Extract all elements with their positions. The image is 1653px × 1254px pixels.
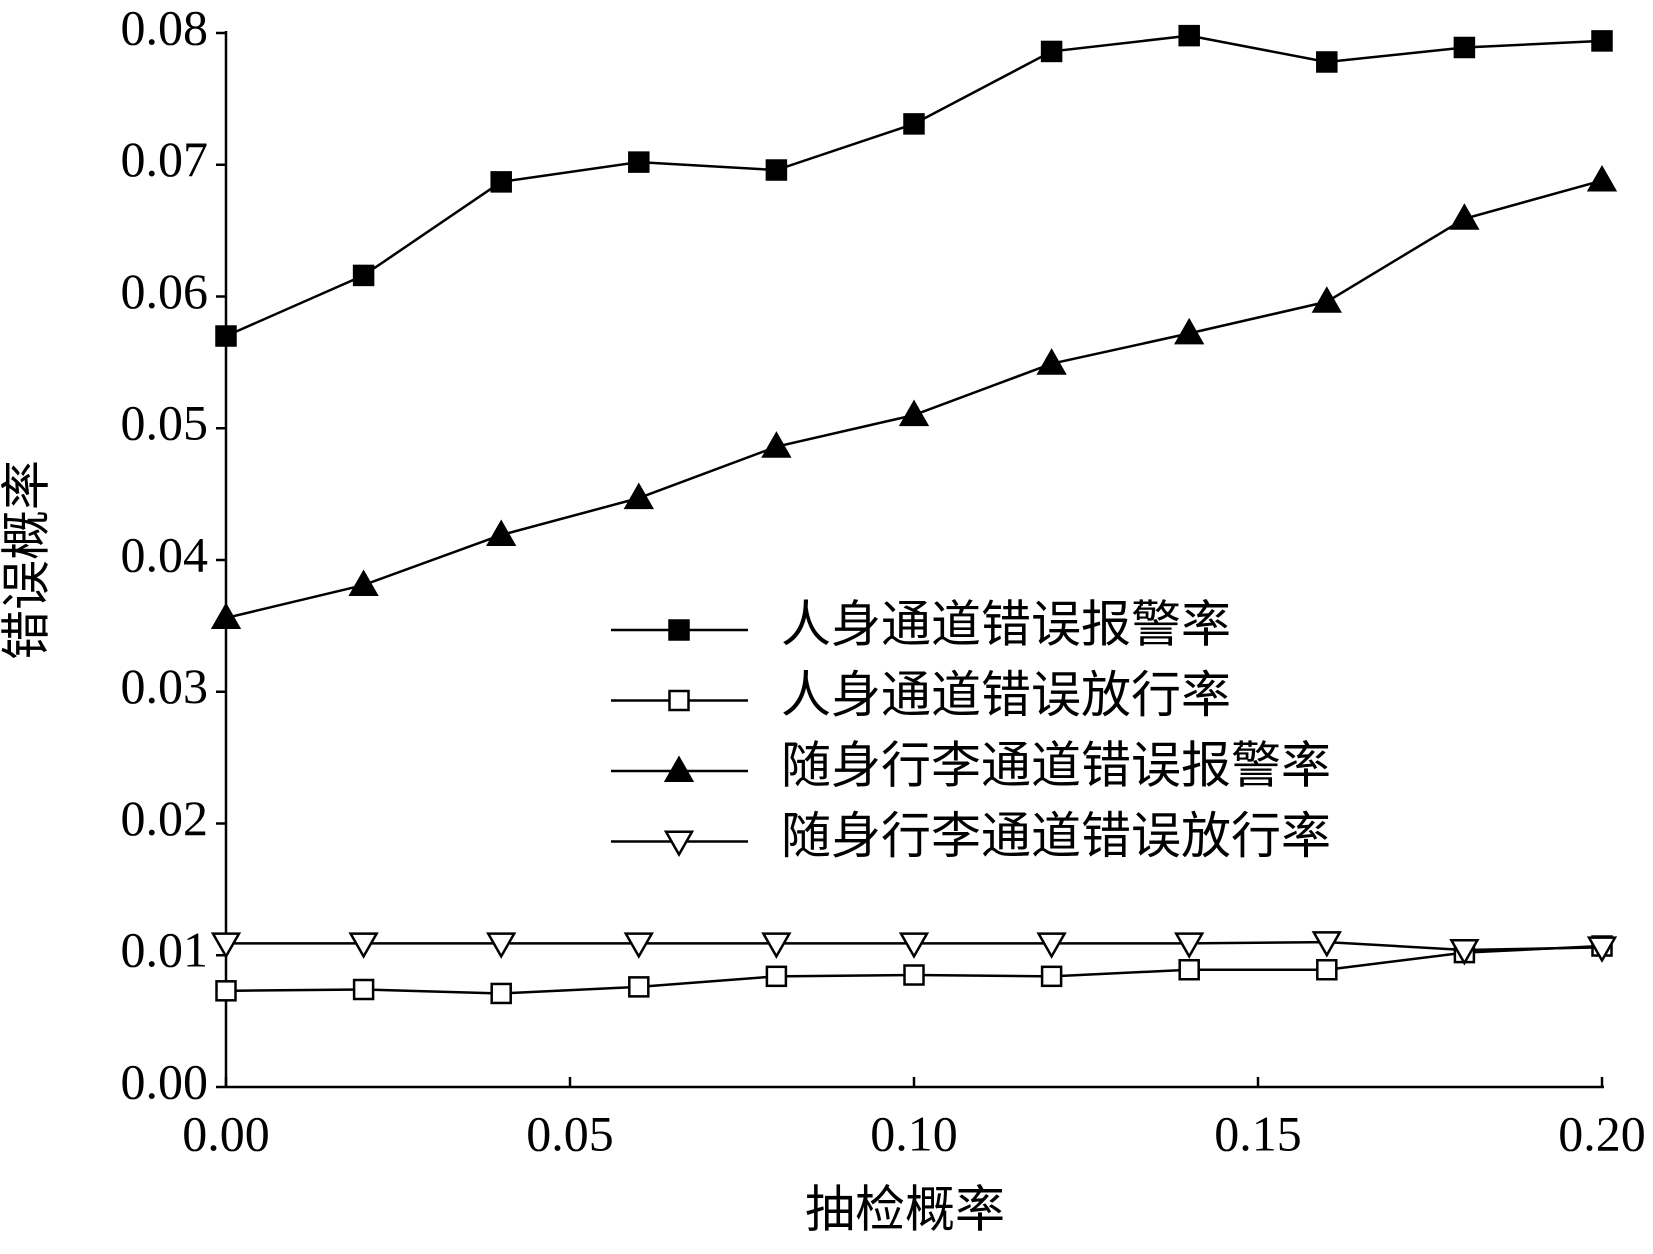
x-tick-label: 0.15 <box>1214 1105 1302 1161</box>
marker <box>623 932 654 959</box>
series-line <box>225 179 1603 620</box>
x-tick-label: 0.00 <box>182 1105 270 1161</box>
marker <box>1586 165 1618 192</box>
legend-label: 人身通道错误放行率 <box>781 667 1231 723</box>
marker <box>352 264 375 287</box>
x-tick-label: 0.05 <box>526 1105 614 1161</box>
marker <box>210 932 242 959</box>
marker <box>1316 958 1338 981</box>
y-tick-label: 0.03 <box>121 658 209 714</box>
marker <box>215 325 237 347</box>
y-tick-label: 0.00 <box>121 1053 209 1109</box>
marker <box>663 830 695 858</box>
marker <box>765 965 788 988</box>
y-tick-label: 0.01 <box>121 922 209 978</box>
legend-label: 随身行李通道错误放行率 <box>781 808 1331 864</box>
marker <box>1311 286 1342 313</box>
marker <box>1036 932 1067 959</box>
marker <box>765 159 788 181</box>
marker <box>1316 51 1338 73</box>
y-tick-label: 0.07 <box>121 131 209 187</box>
y-tick-label: 0.08 <box>121 0 209 55</box>
marker <box>352 978 375 1001</box>
marker <box>1453 36 1476 59</box>
marker <box>1174 932 1205 959</box>
legend-label: 随身行李通道错误报警率 <box>781 737 1331 793</box>
y-tick-label: 0.04 <box>121 526 209 582</box>
y-axis-label: 错误概率 <box>0 460 54 660</box>
marker <box>668 689 690 712</box>
series-line <box>225 34 1603 338</box>
marker <box>1311 931 1342 958</box>
marker <box>898 399 930 427</box>
marker <box>903 113 925 135</box>
marker <box>1178 958 1200 981</box>
marker <box>490 171 512 193</box>
y-tick-label: 0.06 <box>121 263 209 319</box>
marker <box>898 932 930 959</box>
marker <box>628 151 650 173</box>
marker <box>761 431 792 458</box>
y-tick-label: 0.02 <box>121 790 209 846</box>
marker <box>486 932 517 959</box>
marker <box>668 619 690 641</box>
marker <box>348 569 379 597</box>
marker <box>761 932 792 959</box>
marker <box>490 982 512 1005</box>
marker <box>1591 30 1613 52</box>
marker <box>210 602 242 629</box>
marker <box>1449 938 1480 966</box>
marker <box>1178 24 1200 47</box>
marker <box>1449 203 1480 230</box>
marker <box>903 964 925 986</box>
marker <box>1040 965 1063 988</box>
marker <box>1174 317 1205 345</box>
marker <box>348 932 379 959</box>
marker <box>215 980 237 1002</box>
marker <box>1040 40 1063 63</box>
x-tick-label: 0.20 <box>1558 1105 1646 1161</box>
legend-label: 人身通道错误报警率 <box>781 596 1231 652</box>
marker <box>1036 348 1067 375</box>
marker <box>663 755 695 782</box>
x-tick-label: 0.10 <box>870 1105 958 1161</box>
marker <box>486 519 517 546</box>
marker <box>623 482 654 510</box>
marker <box>1586 936 1618 963</box>
marker <box>628 976 650 998</box>
x-axis-label: 抽检概率 <box>805 1181 1005 1237</box>
y-tick-label: 0.05 <box>121 395 209 451</box>
